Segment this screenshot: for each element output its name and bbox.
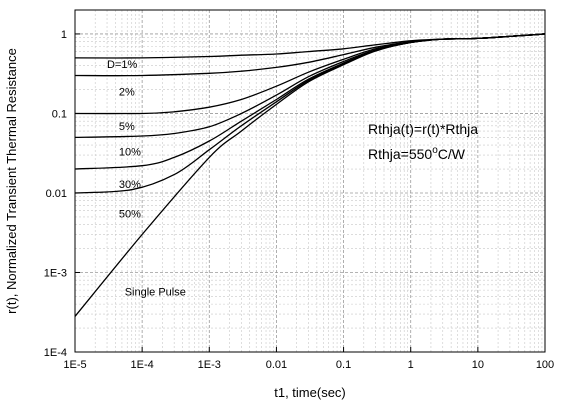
series-label-2: 2%: [119, 86, 135, 98]
series-label-6: 50%: [119, 209, 141, 221]
series-line-7: [74, 33, 546, 317]
x-tick-label: 1E-5: [63, 359, 86, 371]
x-tick-label: 0.1: [336, 359, 351, 371]
series-label-1: D=1%: [107, 59, 137, 71]
annotation-unit: C/W: [438, 146, 466, 162]
grid: [74, 9, 545, 353]
series-label-5: 30%: [119, 179, 141, 191]
annotation-degree-sup: o: [432, 145, 438, 156]
plot-frame: [74, 9, 546, 353]
series-labels: D=1% 2% 5% 10% 30% 50% Single Pulse: [107, 59, 186, 298]
x-axis-label: t1, time(sec): [274, 385, 346, 400]
series-label-3: 5%: [119, 121, 135, 133]
annotation-rthja-value: Rthja=550oC/W: [368, 145, 466, 162]
x-tick-label: 0.01: [266, 359, 287, 371]
series-label-4: 10%: [119, 147, 141, 159]
annotation-formula: Rthja(t)=r(t)*Rthja: [368, 121, 478, 137]
series-line-3: [74, 33, 546, 115]
axis-ticks: 1E-5 1E-4 1E-3 0.01 0.1 1 10 1001E-41E-30.010.1…: [44, 29, 554, 371]
x-tick-label: 10: [472, 359, 484, 371]
x-tick-label: 100: [536, 359, 554, 371]
x-tick-label: 1E-3: [198, 359, 221, 371]
series-lines: [74, 33, 546, 317]
y-tick-label: 1E-4: [44, 347, 67, 359]
annotation-rthja-text: Rthja=550: [368, 146, 432, 162]
x-tick-label: 1E-4: [131, 359, 154, 371]
y-axis-label: r(t), Normalized Transient Thermal Resis…: [4, 48, 19, 314]
y-tick-label: 0.1: [52, 108, 67, 120]
y-tick-label: 1E-3: [44, 267, 67, 279]
y-tick-label: 1: [61, 29, 67, 41]
y-tick-label: 0.01: [46, 188, 67, 200]
x-tick-label: 1: [408, 359, 414, 371]
series-label-7: Single Pulse: [125, 286, 186, 298]
